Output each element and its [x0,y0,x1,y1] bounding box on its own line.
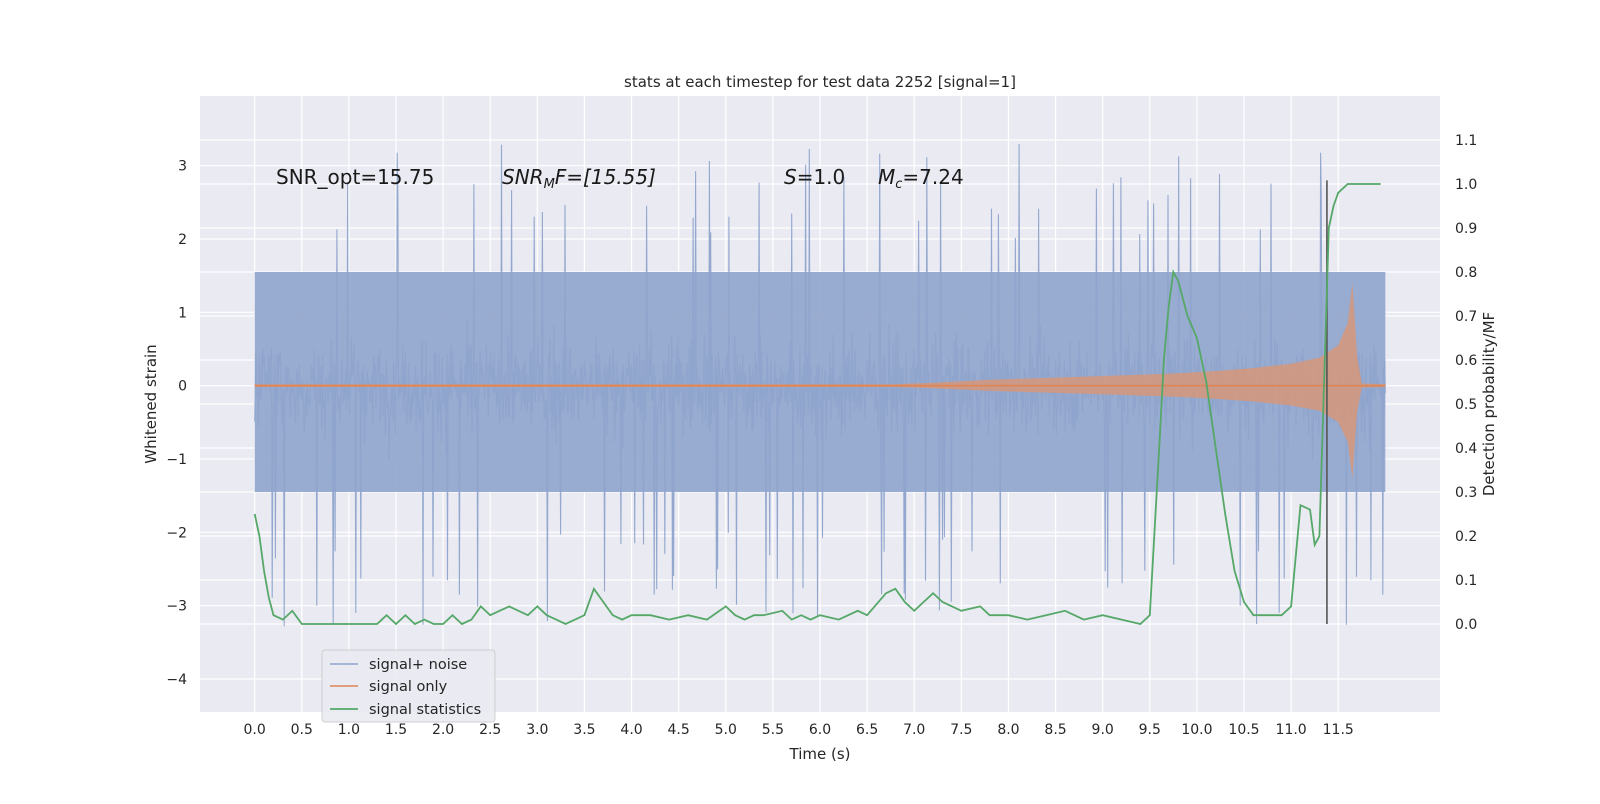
annotation-mc-rest: =7.24 [902,165,963,189]
x-tick-label: 1.0 [338,722,360,738]
y-right-tick-label: 0.6 [1455,353,1477,369]
x-tick-label: 0.0 [244,722,266,738]
annotation-snr-mf-main: SNR [502,165,544,189]
y-right-tick-label: 0.5 [1455,397,1477,413]
y-right-tick-label: 0.9 [1455,221,1477,237]
y-tick-label: −4 [166,672,187,688]
y-right-tick-labels: 1.1 1.0 0.9 0.8 0.7 0.6 0.5 0.4 0.3 0.2 0.1 0.0 [1455,133,1477,633]
y-right-tick-label: 0.8 [1455,265,1477,281]
x-tick-label: 9.0 [1092,722,1114,738]
y-right-tick-label: 0.3 [1455,485,1477,501]
stats-line [253,183,1381,626]
y-tick-label: 2 [178,232,187,248]
annotation-mc-main: M [878,165,895,189]
y-right-tick-label: 0.7 [1455,309,1477,325]
legend-label-signal-statistics: signal statistics [369,702,481,718]
y-axis-label: Whitened strain [142,344,160,463]
annotation-mc-sub: c [895,177,902,192]
annotation-snr-mf: SNRMF=[15.55] [502,165,656,192]
x-tick-label: 6.0 [809,722,831,738]
annotation-s: S=1.0 [784,165,845,189]
x-tick-labels: 0.0 0.5 1.0 1.5 2.0 2.5 3.0 3.5 4.0 4.5 5.0 5.5 6.0 6… [244,722,1354,738]
y-right-tick-label: 0.1 [1455,573,1477,589]
annotation-snr-mf-rest: F=[15.55] [555,165,656,189]
noise-trace [254,143,1386,627]
x-tick-label: 5.0 [715,722,737,738]
legend-label-signal-only: signal only [369,679,448,695]
x-tick-label: 2.5 [479,722,501,738]
legend-box [321,649,496,723]
x-tick-label: 10.5 [1228,722,1259,738]
y-right-axis-label: Detection probability/MF [1480,312,1498,496]
x-tick-label: 8.5 [1044,722,1066,738]
series-signal-statistics [253,183,1381,626]
chart-title: stats at each timestep for test data 225… [624,73,1016,91]
x-tick-label: 5.5 [762,722,784,738]
y-right-tick-label: 0.0 [1455,617,1477,633]
x-tick-label: 10.0 [1181,722,1212,738]
x-axis-label: Time (s) [789,745,851,763]
x-tick-label: 11.0 [1276,722,1307,738]
y-right-tick-label: 0.4 [1455,441,1477,457]
x-tick-label: 4.5 [668,722,690,738]
x-tick-label: 4.0 [620,722,642,738]
annotation-mc: Mc=7.24 [878,165,964,192]
series-signal-only [254,283,1386,479]
y-right-tick-label: 1.1 [1455,133,1477,149]
x-tick-label: 1.5 [385,722,407,738]
y-tick-label: −1 [166,452,187,468]
annotation-snr-opt: SNR_opt=15.75 [276,165,434,189]
y-right-tick-label: 1.0 [1455,177,1477,193]
y-tick-label: 0 [178,379,187,395]
annotation-s-rest: =1.0 [797,165,846,189]
x-tick-label: 11.5 [1323,722,1354,738]
x-tick-label: 9.5 [1139,722,1161,738]
x-tick-label: 3.0 [526,722,548,738]
y-tick-label: 3 [178,159,187,175]
x-tick-label: 8.0 [997,722,1019,738]
y-tick-labels: 3 2 1 0 −1 −2 −3 −4 [166,159,187,688]
signal-envelope [254,283,1386,479]
annotation-s-main: S [784,165,797,189]
y-tick-label: −3 [166,599,187,615]
x-tick-label: 0.5 [291,722,313,738]
annotation-snr-mf-sub: M [544,177,555,192]
legend: signal+ noise signal only signal statist… [321,649,496,723]
x-tick-label: 6.5 [856,722,878,738]
x-tick-label: 2.0 [432,722,454,738]
y-right-tick-label: 0.2 [1455,529,1477,545]
x-tick-label: 7.5 [950,722,972,738]
y-tick-label: 1 [178,305,187,321]
legend-label-signal-noise: signal+ noise [369,657,467,673]
x-tick-label: 7.0 [903,722,925,738]
y-tick-label: −2 [166,525,187,541]
x-tick-label: 3.5 [573,722,595,738]
